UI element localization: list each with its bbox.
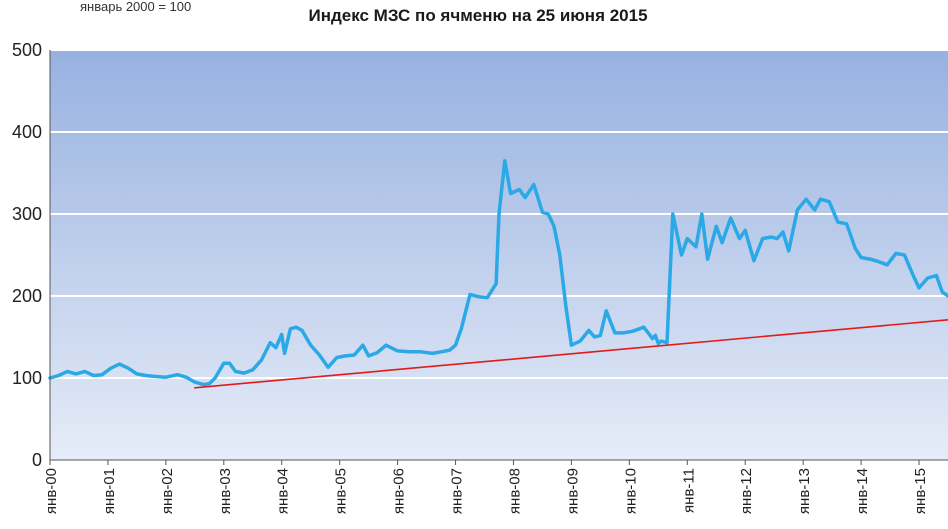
y-tick-label: 0 [32, 450, 42, 470]
x-tick-label: янв-01 [101, 468, 118, 514]
y-tick-label: 500 [12, 40, 42, 60]
y-axis-ticks: 0 100 200 300 400 500 [12, 40, 42, 470]
series-line-index [48, 158, 948, 387]
x-axis-ticks: янв-00 янв-01 янв-02 янв-03 янв-04 янв-05 янв-… [43, 460, 929, 514]
chart-subtitle: январь 2000 = 100 [80, 0, 191, 14]
x-tick-label: янв-12 [738, 468, 755, 514]
x-tick-label: янв-14 [854, 468, 871, 514]
y-tick-label: 300 [12, 204, 42, 224]
x-tick-label: янв-13 [796, 468, 813, 514]
chart-title: Индекс МЗС по ячменю на 25 июня 2015 [308, 6, 647, 25]
x-tick-label: янв-04 [275, 468, 292, 514]
y-tick-label: 400 [12, 122, 42, 142]
x-tick-label: янв-11 [680, 468, 697, 513]
x-tick-label: янв-06 [391, 468, 408, 514]
x-tick-label: янв-07 [449, 468, 466, 514]
series-group [48, 158, 948, 389]
x-tick-label: янв-00 [43, 468, 60, 514]
x-tick-label: янв-10 [622, 468, 639, 514]
x-tick-label: янв-15 [912, 468, 929, 514]
x-tick-label: янв-08 [506, 468, 523, 514]
y-tick-label: 200 [12, 286, 42, 306]
x-tick-label: янв-05 [333, 468, 350, 514]
x-tick-label: янв-03 [217, 468, 234, 514]
x-tick-label: янв-02 [159, 468, 176, 514]
y-tick-label: 100 [12, 368, 42, 388]
x-tick-label: янв-09 [564, 468, 581, 514]
series-line-trend [194, 318, 948, 389]
